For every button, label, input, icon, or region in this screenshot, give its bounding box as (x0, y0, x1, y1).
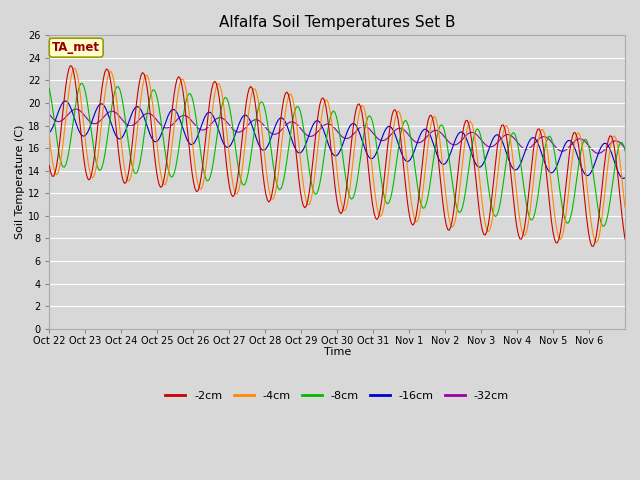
Y-axis label: Soil Temperature (C): Soil Temperature (C) (15, 125, 25, 239)
Legend: -2cm, -4cm, -8cm, -16cm, -32cm: -2cm, -4cm, -8cm, -16cm, -32cm (161, 386, 513, 405)
X-axis label: Time: Time (324, 347, 351, 357)
Text: TA_met: TA_met (52, 41, 100, 54)
Title: Alfalfa Soil Temperatures Set B: Alfalfa Soil Temperatures Set B (219, 15, 456, 30)
